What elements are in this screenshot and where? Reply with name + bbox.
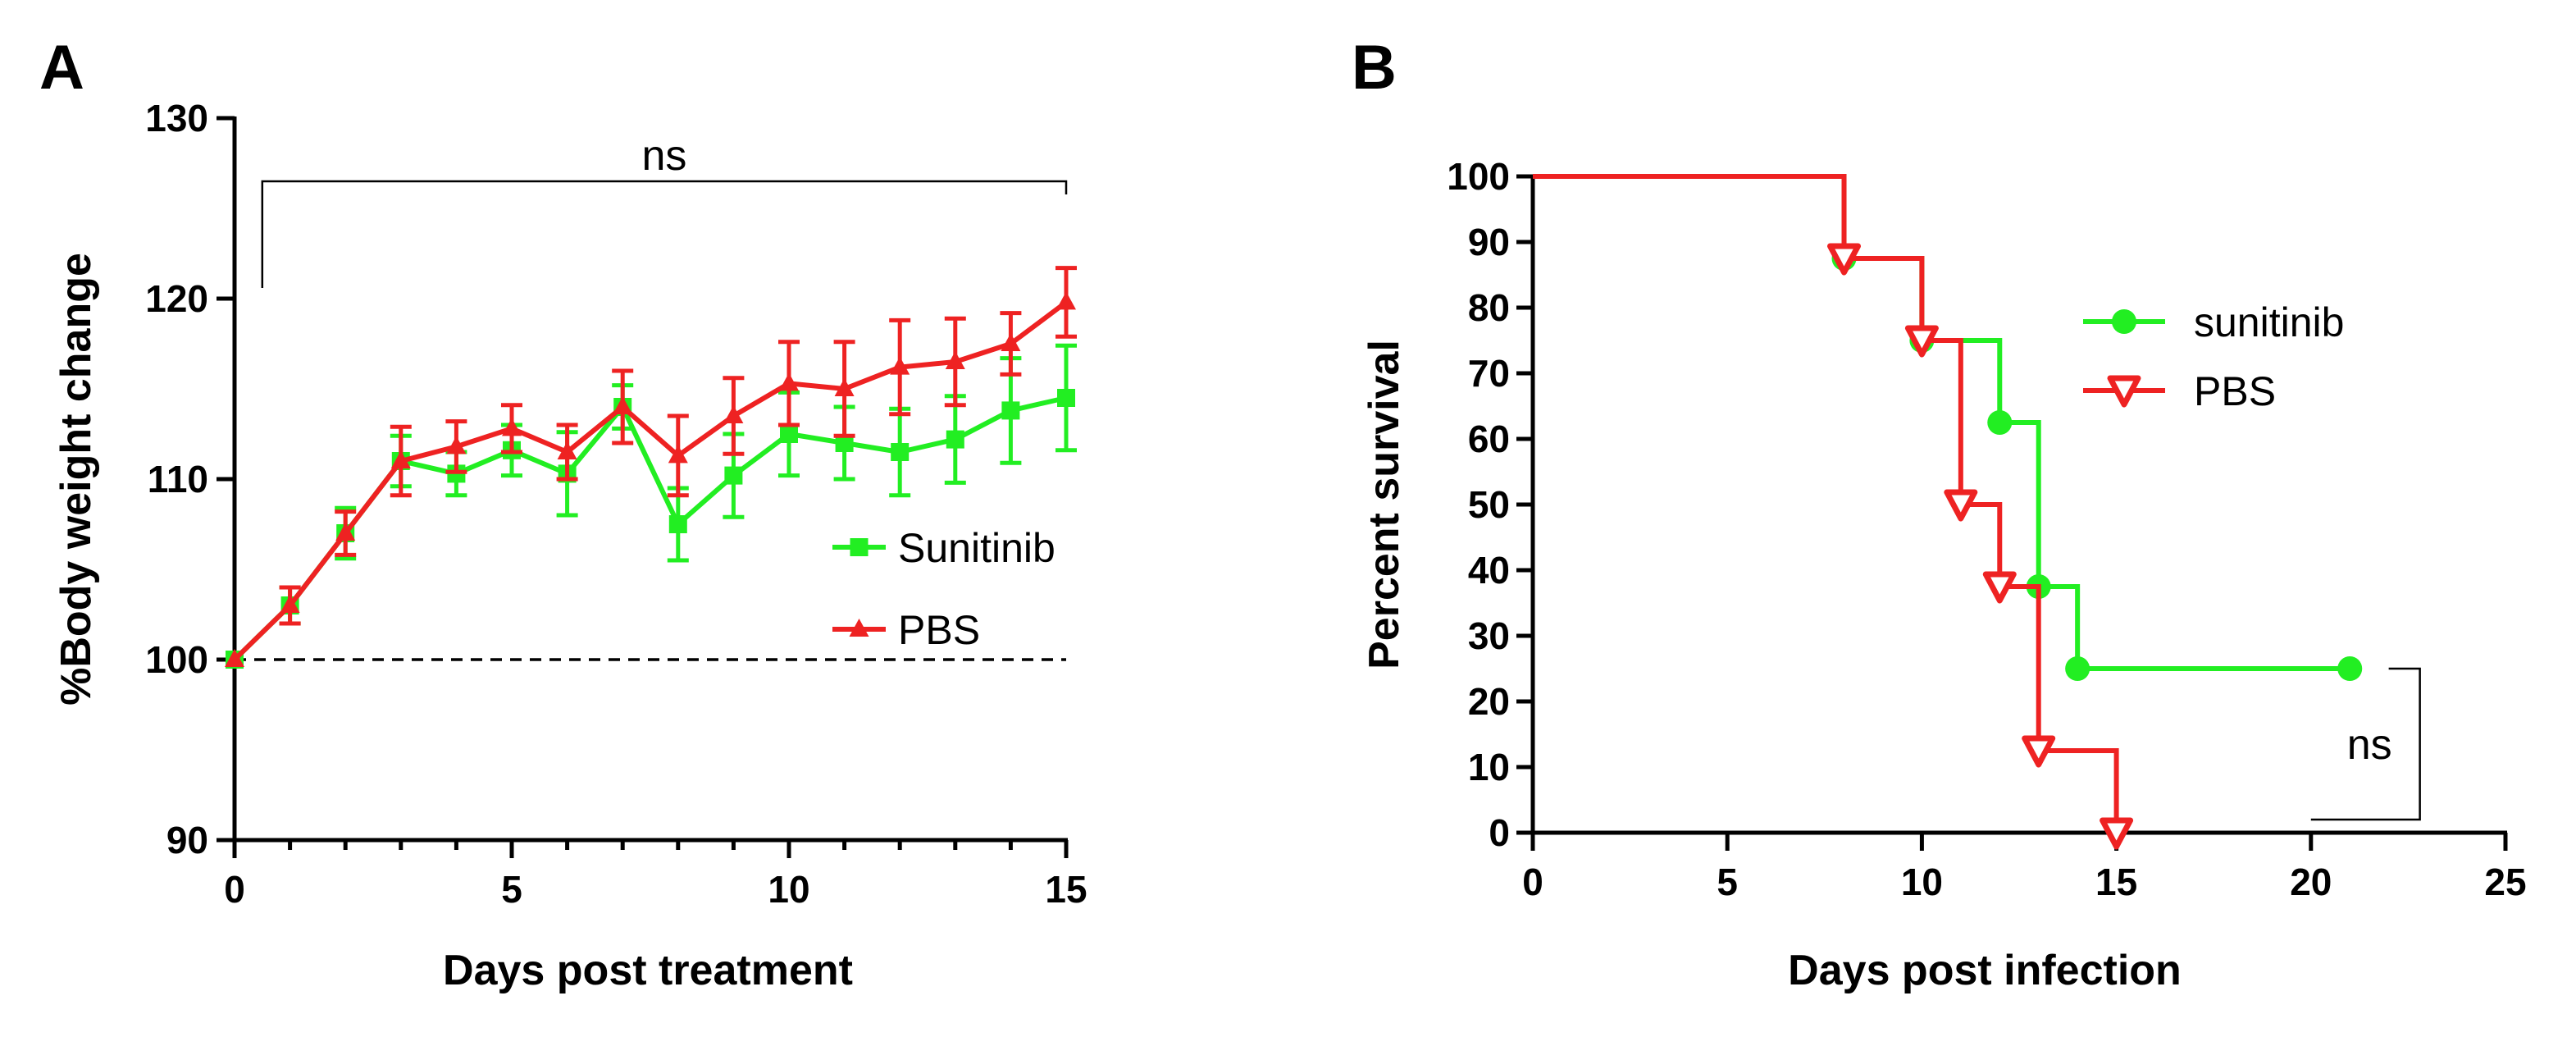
panel-a-point <box>723 405 744 423</box>
panel-a-point <box>724 466 743 485</box>
panel-b-y-tick-label: 10 <box>1468 746 1510 788</box>
panel-a-point <box>834 378 855 396</box>
panel-a-y-tick-label: 120 <box>145 277 208 320</box>
panel-b-series-sunitinib <box>1533 174 2363 681</box>
panel-b-x-tick-label: 0 <box>1522 861 1543 903</box>
panel-b-series-pbs <box>1533 174 2134 850</box>
panel-a-series <box>225 266 1077 669</box>
panel-b-significance-bracket: ns <box>2310 667 2421 821</box>
panel-a-xlabel: Days post treatment <box>443 947 853 994</box>
panel-b-y-tick-label: 20 <box>1468 680 1510 723</box>
panel-a-point <box>1001 333 1021 351</box>
panel-a-legend-label: PBS <box>898 607 980 653</box>
panel-a-point <box>946 430 964 449</box>
panel-a-y-tick-label: 100 <box>145 638 208 681</box>
panel-b-legend-label: PBS <box>2194 368 2276 414</box>
panel-a-x-tick-label: 15 <box>1045 868 1087 911</box>
panel-a-point <box>280 595 300 613</box>
panel-a-ns-label: ns <box>641 132 686 180</box>
panel-b-bracket-line <box>2310 667 2421 821</box>
panel-b-y-tick-label: 100 <box>1447 155 1510 198</box>
panel-a-legend-marker <box>850 538 869 556</box>
panel-a-legend-label: Sunitinib <box>898 525 1055 571</box>
panel-b-y-tick-label: 0 <box>1489 811 1510 854</box>
panel-b-point <box>2100 817 2134 850</box>
panel-a-point <box>502 418 522 436</box>
panel-b-step-line-sunitinib <box>1533 174 2350 671</box>
panel-a-point <box>390 450 411 468</box>
panel-b-letter: B <box>1352 33 1397 103</box>
panel-a-point <box>945 351 965 369</box>
panel-b-point <box>1982 571 2017 604</box>
panel-b-x-tick-label: 25 <box>2484 861 2526 903</box>
panel-b-point <box>2065 656 2090 681</box>
panel-b-ylabel: Percent survival <box>1361 340 1408 669</box>
panel-a-y-tick-label: 110 <box>148 458 208 500</box>
panel-a-point <box>890 356 910 375</box>
panel-b-ns-label: ns <box>2347 721 2392 769</box>
panel-a-axes <box>232 116 1068 843</box>
panel-b-y-tick-label: 90 <box>1468 221 1510 263</box>
panel-b-y-tick-label: 60 <box>1468 418 1510 460</box>
panel-b-series <box>1533 174 2363 850</box>
panel-b-point <box>2022 735 2056 768</box>
panel-a-point <box>1001 401 1020 420</box>
panel-b-legend: sunitinib PBS <box>2083 299 2344 414</box>
panel-b-point <box>1987 410 2013 435</box>
panel-b-legend-marker <box>2107 375 2141 408</box>
panel-b-point <box>1944 489 1978 522</box>
panel-a-point <box>446 436 467 454</box>
panel-b-legend-marker <box>2112 309 2136 334</box>
panel-b-point <box>1904 325 1939 358</box>
panel-a-ticks: 90 100 110 120 130 0 5 10 15 <box>145 97 1087 911</box>
panel-a-ylabel: %Body weight change <box>52 253 100 706</box>
panel-a-letter: A <box>39 33 84 103</box>
panel-a-point <box>1056 291 1076 310</box>
panel-a-series-pbs <box>225 266 1077 667</box>
panel-b-legend-label: sunitinib <box>2194 299 2344 345</box>
panel-a-x-tick-label: 0 <box>224 868 245 911</box>
panel-a-point <box>668 515 687 533</box>
panel-b-ticks: 0 10 20 30 40 50 60 70 80 90 100 0 5 10 15 20 25 <box>1447 155 2526 903</box>
panel-b-x-tick-label: 15 <box>2095 861 2137 903</box>
panel-a-legend-marker <box>849 619 869 637</box>
panel-a-x-tick-label: 10 <box>768 868 809 911</box>
panel-a-significance-bracket: ns <box>261 132 1068 288</box>
panel-a: A %Body weight change Days post treatmen… <box>39 33 1087 994</box>
panel-a-point <box>835 434 854 452</box>
panel-b-x-tick-label: 20 <box>2290 861 2332 903</box>
panel-a-point <box>1057 389 1075 407</box>
panel-b-xlabel: Days post infection <box>1788 947 2182 994</box>
panel-b-y-tick-label: 30 <box>1468 614 1510 657</box>
panel-b-point <box>1827 243 1862 276</box>
panel-b-y-tick-label: 40 <box>1468 549 1510 592</box>
panel-a-legend: Sunitinib PBS <box>832 525 1055 653</box>
panel-a-point <box>780 425 798 443</box>
panel-a-point <box>557 441 577 459</box>
panel-a-point <box>779 372 799 391</box>
panel-a-point <box>225 649 244 667</box>
panel-b-point <box>2337 656 2363 681</box>
panel-a-point <box>891 443 910 461</box>
panel-a-y-tick-label: 130 <box>145 97 208 139</box>
panel-a-line-pbs <box>232 299 1068 662</box>
panel-a-point <box>613 396 633 414</box>
panel-a-point <box>668 445 688 464</box>
panel-a-y-tick-label: 90 <box>166 819 208 861</box>
panel-a-x-tick-label: 5 <box>501 868 522 911</box>
panel-a-bracket-line <box>261 180 1068 288</box>
panel-b-step-line-pbs <box>1533 174 2119 833</box>
panel-b-y-tick-label: 80 <box>1468 286 1510 329</box>
panel-b: B Percent survival Days post infection n… <box>1352 33 2527 994</box>
panel-a-point <box>335 523 356 541</box>
panel-b-x-tick-label: 5 <box>1717 861 1738 903</box>
panel-b-y-tick-label: 50 <box>1468 483 1510 526</box>
panel-b-y-tick-label: 70 <box>1468 352 1510 395</box>
panel-b-x-tick-label: 10 <box>1901 861 1943 903</box>
